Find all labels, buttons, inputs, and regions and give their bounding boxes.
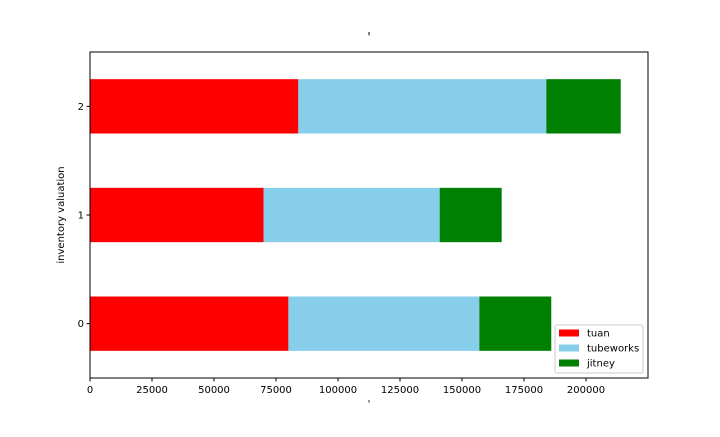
bar-tuan-2 bbox=[90, 79, 299, 134]
bar-tubeworks-2 bbox=[298, 79, 547, 134]
legend-swatch-jitney bbox=[559, 359, 579, 367]
legend-swatch-tuan bbox=[559, 329, 579, 337]
legend-swatch-tubeworks bbox=[559, 344, 579, 352]
bar-jitney-1 bbox=[439, 187, 502, 243]
y-tick-label: 1 bbox=[78, 211, 84, 222]
legend-label-tuan: tuan bbox=[587, 329, 610, 340]
x-tick-label: 200000 bbox=[567, 385, 605, 396]
legend: tuan tubeworks jitney bbox=[554, 324, 644, 374]
y-axis: 0 1 2 bbox=[78, 102, 90, 330]
y-axis-label: inventory valuation bbox=[56, 166, 67, 263]
bar-tuan-1 bbox=[90, 187, 264, 243]
x-tick-label: 25000 bbox=[136, 385, 168, 396]
legend-label-tubeworks: tubeworks bbox=[587, 344, 639, 355]
x-tick-label: 0 bbox=[87, 385, 93, 396]
bar-tubeworks-1 bbox=[263, 187, 440, 243]
bar-jitney-2 bbox=[546, 79, 621, 134]
x-tick-label: 175000 bbox=[505, 385, 543, 396]
x-axis: 0 25000 50000 75000 100000 125000 150000 175000… bbox=[87, 378, 605, 396]
bar-tubeworks-0 bbox=[288, 296, 480, 351]
x-tick-label: 100000 bbox=[319, 385, 357, 396]
y-tick-label: 0 bbox=[78, 319, 84, 330]
x-tick-label: 75000 bbox=[260, 385, 292, 396]
legend-label-jitney: jitney bbox=[586, 359, 615, 370]
y-tick-label: 2 bbox=[78, 102, 84, 113]
bar-jitney-0 bbox=[479, 296, 552, 351]
x-axis-label: ' bbox=[368, 399, 371, 410]
x-tick-label: 150000 bbox=[443, 385, 481, 396]
x-tick-label: 125000 bbox=[381, 385, 419, 396]
chart-title: ' bbox=[367, 30, 370, 44]
bars-layer bbox=[90, 79, 621, 351]
bar-tuan-0 bbox=[90, 296, 289, 351]
x-tick-label: 50000 bbox=[198, 385, 230, 396]
